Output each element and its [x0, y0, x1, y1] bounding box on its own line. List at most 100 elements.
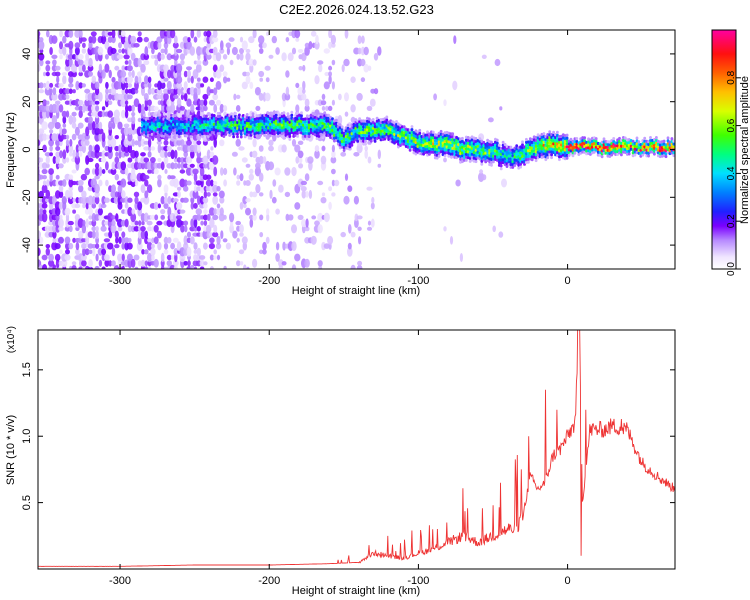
spectrogram-cell — [182, 197, 189, 203]
spectrogram-ridge-cell — [195, 114, 199, 118]
spectrogram-ridge-cell — [620, 141, 623, 145]
spectrogram-cell — [123, 152, 130, 157]
spectrogram-ridge-cell — [205, 131, 208, 135]
spectrogram-ridge-cell — [239, 135, 243, 139]
spectrogram-ridge-cell — [205, 129, 208, 133]
spectrogram-cell — [259, 232, 264, 238]
spectrogram-cell — [95, 253, 99, 262]
spectrogram-cell — [121, 265, 125, 269]
spectrogram-cell — [136, 241, 143, 252]
spectrogram-cell — [301, 190, 307, 199]
spectrogram-ridge-cell — [342, 148, 346, 152]
spectrogram-cell — [193, 87, 198, 95]
spectrogram-y-tick-label: 0 — [21, 146, 33, 152]
spectrogram-ridge-cell — [649, 136, 652, 140]
spectrogram-cell — [160, 209, 166, 215]
spectrogram-cell — [170, 149, 175, 160]
spectrogram-ridge-cell — [666, 136, 670, 140]
spectrogram-cell — [140, 162, 146, 170]
spectrogram-cell — [179, 169, 186, 174]
spectrogram-cell — [114, 145, 120, 152]
spectrogram-cell — [216, 235, 221, 245]
spectrogram-cell — [331, 59, 336, 66]
spectrogram-cell — [170, 197, 175, 203]
spectrogram-ridge-cell — [478, 137, 482, 141]
spectrogram-cell — [68, 178, 74, 188]
spectrogram-ridge-cell — [546, 150, 550, 154]
spectrogram-ridge-cell — [474, 137, 478, 141]
spectrogram-cell — [147, 99, 152, 106]
spectrogram-cell — [91, 92, 97, 102]
spectrogram-cell — [193, 92, 198, 102]
spectrogram-ridge-cell — [201, 134, 204, 138]
spectrogram-cell — [344, 111, 349, 117]
spectrogram-cell — [153, 106, 159, 111]
spectrogram-cell — [38, 128, 45, 135]
spectrogram-ridge-cell — [480, 159, 484, 163]
spectrogram-cell — [146, 220, 153, 226]
spectrogram-y-tick-label: -20 — [21, 189, 33, 205]
spectrogram-cell — [369, 98, 376, 107]
spectrogram-ridge-cell — [373, 139, 377, 143]
spectrogram-ridge-cell — [558, 157, 561, 162]
spectrogram-cell — [202, 155, 209, 165]
spectrogram-cell — [443, 226, 447, 232]
spectrogram-cell — [203, 209, 208, 215]
spectrogram-cell — [297, 87, 304, 96]
spectrogram-ridge-cell — [288, 134, 292, 138]
spectrogram-cell — [208, 99, 215, 106]
spectrogram-ridge-cell — [589, 144, 592, 148]
spectrogram-cell — [75, 144, 80, 153]
spectrogram-cell — [44, 86, 51, 96]
spectrogram-cell — [88, 71, 93, 77]
colorbar-tick-label: 0.4 — [726, 166, 737, 180]
spectrogram-ridge-cell — [166, 125, 170, 129]
spectrogram-cell — [49, 88, 53, 95]
spectrogram-cell — [123, 126, 130, 137]
spectrogram-cell — [124, 88, 129, 94]
spectrogram-cell — [71, 122, 77, 129]
spectrogram-cell — [241, 157, 248, 163]
spectrogram-ridge-cell — [329, 130, 332, 134]
spectrogram-ridge-cell — [249, 119, 253, 123]
spectrogram-cell — [68, 186, 74, 192]
spectrogram-cell — [265, 134, 270, 140]
spectrogram-cell — [314, 41, 320, 50]
spectrogram-ridge-cell — [670, 137, 674, 141]
spectrogram-cell — [121, 80, 126, 91]
spectrogram-cell — [278, 184, 284, 193]
spectrogram-ridge-cell — [515, 144, 519, 148]
spectrogram-ridge-cell — [464, 158, 468, 162]
spectrogram-cell — [328, 41, 333, 49]
spectrogram-ridge-cell — [375, 116, 379, 120]
spectrogram-cell — [175, 202, 183, 210]
spectrogram-cell — [265, 77, 270, 83]
spectrogram-cell — [44, 152, 51, 157]
spectrogram-cell — [360, 77, 366, 83]
spectrogram-cell — [281, 52, 287, 62]
spectrogram-cell — [366, 186, 373, 191]
spectrogram-ridge-cell — [402, 125, 406, 129]
spectrogram-cell — [71, 54, 77, 60]
spectrogram-ridge-cell — [185, 134, 189, 138]
spectrogram-ridge-cell — [249, 133, 253, 137]
spectrogram-cell — [134, 266, 139, 269]
spectrogram-cell — [87, 121, 94, 131]
spectrogram-cell — [193, 254, 198, 261]
spectrogram-cell — [310, 235, 317, 245]
spectrogram-ridge-cell — [352, 140, 356, 144]
spectrogram-cell — [126, 75, 133, 84]
spectrogram-cell — [275, 241, 280, 251]
spectrogram-cell — [68, 30, 74, 38]
spectrogram-cell — [285, 37, 290, 43]
spectrogram-cell — [304, 258, 310, 268]
spectrogram-ridge-cell — [259, 133, 263, 137]
spectrogram-cell — [223, 76, 228, 84]
spectrogram-ridge-cell — [269, 134, 272, 138]
spectrogram-cell — [350, 116, 356, 123]
spectrogram-cell — [140, 213, 146, 222]
spectrogram-cell — [331, 179, 335, 187]
spectrogram-ridge-cell — [565, 156, 569, 160]
spectrogram-cell — [140, 226, 146, 232]
spectrogram-cell — [126, 242, 133, 250]
